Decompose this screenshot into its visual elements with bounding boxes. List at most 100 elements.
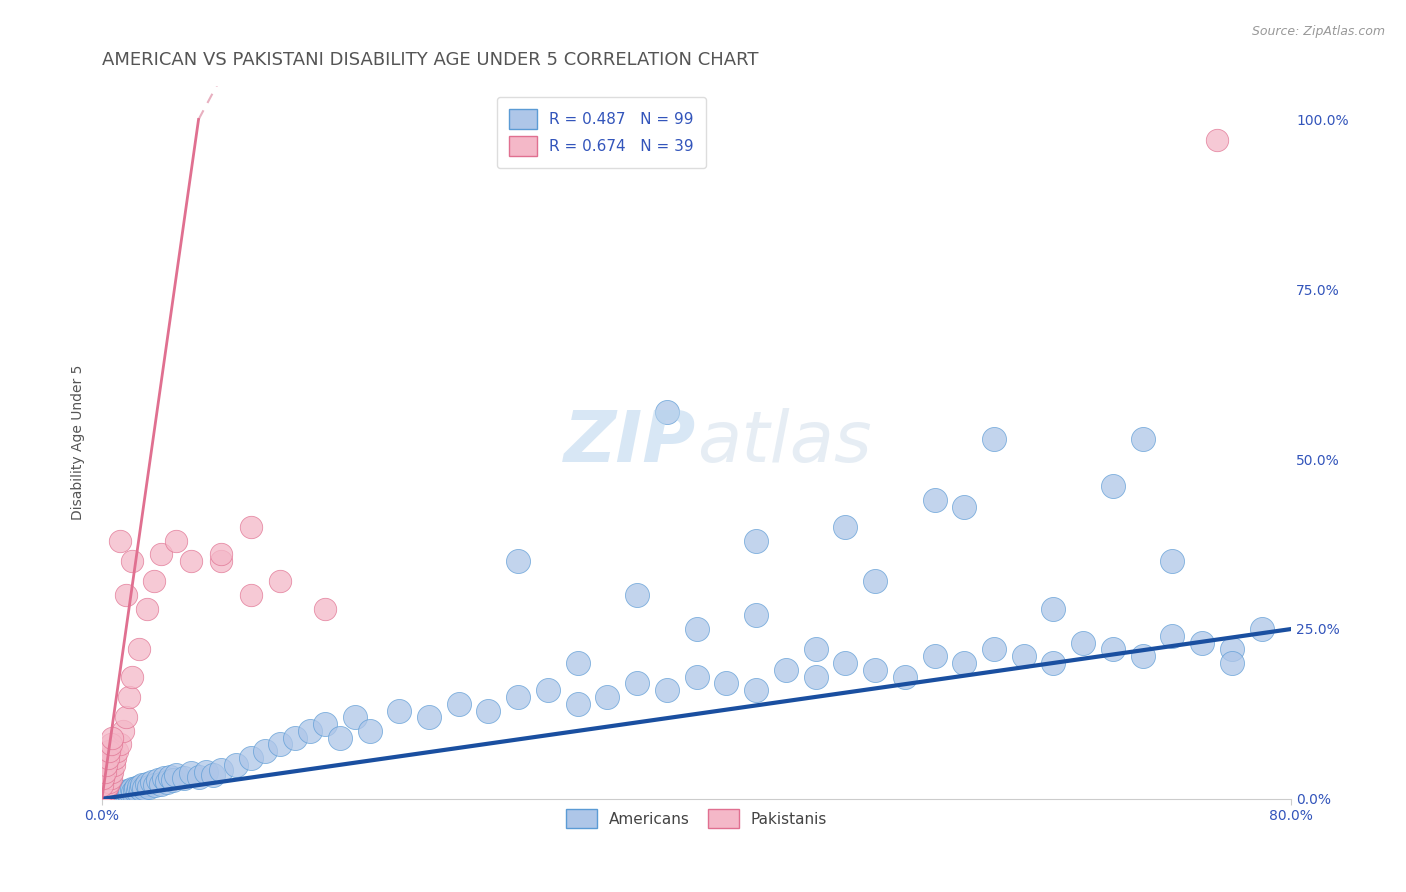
Point <box>132 780 155 795</box>
Point <box>567 697 589 711</box>
Point <box>101 764 124 779</box>
Point <box>135 777 157 791</box>
Point <box>716 676 738 690</box>
Point <box>195 764 218 779</box>
Point <box>114 786 136 800</box>
Point <box>97 751 120 765</box>
Point <box>537 683 560 698</box>
Point <box>209 764 232 778</box>
Point <box>108 738 131 752</box>
Point <box>567 656 589 670</box>
Point <box>96 781 118 796</box>
Point <box>94 764 117 779</box>
Point <box>90 778 112 792</box>
Point <box>1191 635 1213 649</box>
Point <box>508 690 530 704</box>
Point <box>314 717 336 731</box>
Y-axis label: Disability Age Under 5: Disability Age Under 5 <box>72 365 86 520</box>
Point <box>120 784 142 798</box>
Point <box>775 663 797 677</box>
Point <box>924 649 946 664</box>
Point <box>269 574 291 589</box>
Point <box>118 690 141 704</box>
Point <box>626 588 648 602</box>
Point <box>105 744 128 758</box>
Point <box>894 669 917 683</box>
Point <box>804 669 827 683</box>
Point <box>477 704 499 718</box>
Point <box>626 676 648 690</box>
Point <box>124 783 146 797</box>
Point <box>114 588 136 602</box>
Point <box>108 789 131 803</box>
Point <box>128 780 150 794</box>
Point <box>105 786 128 800</box>
Point <box>131 778 153 792</box>
Text: ZIP: ZIP <box>564 408 696 476</box>
Point <box>1161 629 1184 643</box>
Point <box>159 770 181 784</box>
Legend: Americans, Pakistanis: Americans, Pakistanis <box>560 803 834 834</box>
Point <box>1220 642 1243 657</box>
Point <box>98 744 121 758</box>
Point <box>239 751 262 765</box>
Point <box>162 773 184 788</box>
Point <box>156 775 179 789</box>
Point <box>128 642 150 657</box>
Point <box>1220 656 1243 670</box>
Point <box>125 780 148 795</box>
Point <box>685 669 707 683</box>
Point <box>596 690 619 704</box>
Point <box>103 788 125 802</box>
Text: atlas: atlas <box>696 408 872 476</box>
Point <box>98 775 121 789</box>
Point <box>209 547 232 561</box>
Point <box>103 757 125 772</box>
Point <box>447 697 470 711</box>
Point <box>314 601 336 615</box>
Point <box>121 554 143 568</box>
Point <box>122 785 145 799</box>
Point <box>834 520 856 534</box>
Point <box>1042 601 1064 615</box>
Point <box>148 772 170 787</box>
Point <box>269 738 291 752</box>
Point <box>284 731 307 745</box>
Point <box>101 731 124 745</box>
Point <box>1042 656 1064 670</box>
Point <box>104 751 127 765</box>
Point <box>359 723 381 738</box>
Point <box>863 663 886 677</box>
Point <box>1161 554 1184 568</box>
Point <box>953 500 976 514</box>
Point <box>173 772 195 786</box>
Point <box>209 554 232 568</box>
Point <box>239 520 262 534</box>
Point <box>1102 479 1125 493</box>
Point <box>142 574 165 589</box>
Point <box>145 778 167 792</box>
Point <box>239 588 262 602</box>
Point <box>299 723 322 738</box>
Point <box>834 656 856 670</box>
Point <box>111 785 134 799</box>
Point <box>1206 133 1229 147</box>
Point <box>115 783 138 797</box>
Point <box>225 757 247 772</box>
Point <box>110 787 132 801</box>
Point <box>90 792 112 806</box>
Point <box>418 710 440 724</box>
Point <box>97 778 120 792</box>
Point <box>804 642 827 657</box>
Point <box>153 772 176 786</box>
Point <box>111 723 134 738</box>
Point <box>343 710 366 724</box>
Point <box>114 710 136 724</box>
Point <box>329 731 352 745</box>
Point <box>118 786 141 800</box>
Point <box>127 783 149 797</box>
Point <box>121 669 143 683</box>
Point <box>745 608 768 623</box>
Point <box>165 768 187 782</box>
Point <box>745 683 768 698</box>
